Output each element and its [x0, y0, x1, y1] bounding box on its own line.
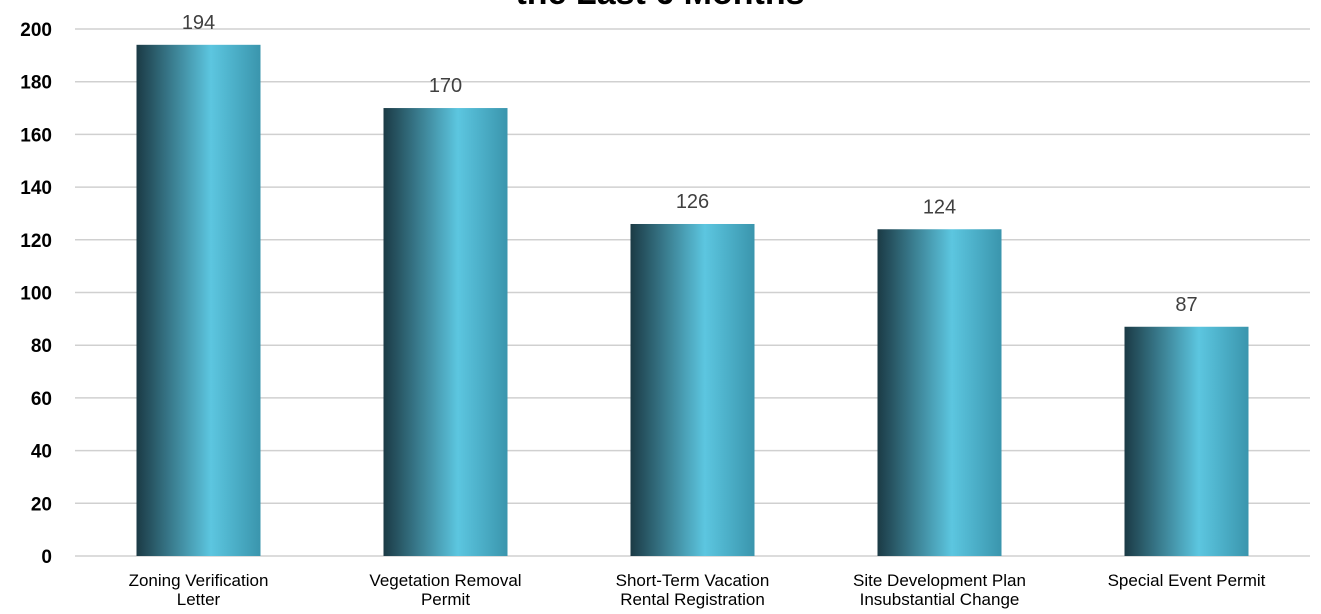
- y-tick-label: 120: [20, 231, 52, 252]
- bar: [136, 44, 261, 557]
- value-label: 170: [429, 75, 462, 97]
- chart-title: the Last 6 Months: [515, 0, 804, 12]
- bar: [877, 229, 1002, 556]
- value-label: 87: [1175, 294, 1197, 316]
- bar: [630, 223, 755, 557]
- y-tick-label: 200: [20, 20, 52, 41]
- value-label: 194: [182, 12, 215, 34]
- x-tick-label: Zoning Verification Letter: [128, 571, 269, 609]
- y-tick-label: 160: [20, 125, 52, 146]
- y-tick-label: 100: [20, 284, 52, 305]
- y-tick-label: 180: [20, 73, 52, 94]
- x-tick-label: Vegetation Removal Permit: [369, 571, 522, 609]
- y-tick-label: 140: [20, 178, 52, 199]
- bar: [383, 108, 508, 557]
- value-label: 124: [923, 196, 956, 218]
- y-tick-label: 60: [31, 389, 52, 410]
- x-tick-label: Special Event Permit: [1107, 571, 1266, 590]
- y-tick-label: 0: [41, 547, 52, 568]
- y-tick-label: 20: [31, 494, 52, 515]
- y-tick-label: 80: [31, 336, 52, 357]
- x-tick-label: Site Development Plan Insubstantial Chan…: [853, 571, 1026, 609]
- bar: [1124, 326, 1249, 556]
- value-label: 126: [676, 191, 709, 213]
- x-tick-label: Short-Term Vacation Rental Registration: [615, 571, 770, 609]
- y-tick-label: 40: [31, 442, 52, 463]
